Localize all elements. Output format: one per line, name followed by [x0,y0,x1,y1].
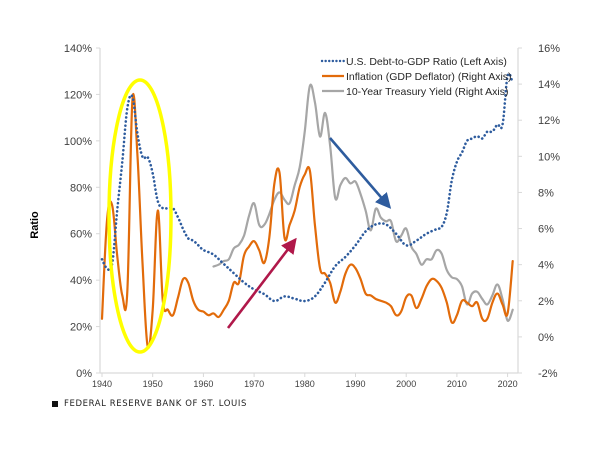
x-tick-label: 1950 [143,379,163,389]
legend-label: U.S. Debt-to-GDP Ratio (Left Axis) [346,56,507,68]
right-tick-label: -2% [538,368,558,380]
right-tick-label: 6% [538,224,554,236]
right-tick-label: 10% [538,151,560,163]
x-tick-label: 1940 [92,379,112,389]
series-group [100,72,514,349]
right-tick-label: 12% [538,115,560,127]
right-tick-label: 4% [538,260,554,272]
right-tick-label: 2% [538,296,554,308]
legend-label: Inflation (GDP Deflator) (Right Axis) [346,71,512,83]
x-tick-label: 2000 [396,379,416,389]
left-tick-label: 80% [70,182,92,194]
left-axis-ticks: 0% 20% 40% 60% 80% 100% 120% 140% [64,43,100,380]
right-tick-label: 0% [538,332,554,344]
annotations-group [107,78,392,354]
left-tick-label: 60% [70,229,92,241]
source-label: FEDERAL RESERVE BANK OF ST. LOUIS [64,399,247,409]
fed-logo-square-icon [52,401,58,407]
x-tick-label: 1970 [244,379,264,389]
x-tick-label: 2020 [498,379,518,389]
x-tick-label: 2010 [447,379,467,389]
legend: U.S. Debt-to-GDP Ratio (Left Axis) Inflat… [320,56,512,98]
right-tick-label: 14% [538,79,560,91]
footer: FEDERAL RESERVE BANK OF ST. LOUIS [52,399,247,409]
left-tick-label: 40% [70,275,92,287]
left-tick-label: 0% [76,368,92,380]
x-axis-ticks: 1940 1950 1960 1970 1980 1990 2000 2010 2020 [92,373,518,389]
rising-arrow [226,237,297,329]
right-tick-label: 8% [538,187,554,199]
left-tick-label: 100% [64,136,92,148]
highlight-ellipse [107,78,173,354]
y-axis-label: Ratio [29,211,41,239]
falling-arrow [329,137,392,209]
treasury-yield-line [212,83,514,322]
left-tick-label: 20% [70,322,92,334]
x-tick-label: 1990 [345,379,365,389]
x-tick-label: 1960 [193,379,213,389]
x-tick-label: 1980 [295,379,315,389]
inflation-line [100,92,514,349]
right-tick-label: 16% [538,43,560,55]
right-axis-ticks: -2% 0% 2% 4% 6% 8% 10% 12% 14% 16% [518,43,560,380]
legend-label: 10-Year Treasury Yield (Right Axis) [346,86,508,98]
axes-group [99,48,519,374]
left-tick-label: 140% [64,43,92,55]
left-tick-label: 120% [64,89,92,101]
